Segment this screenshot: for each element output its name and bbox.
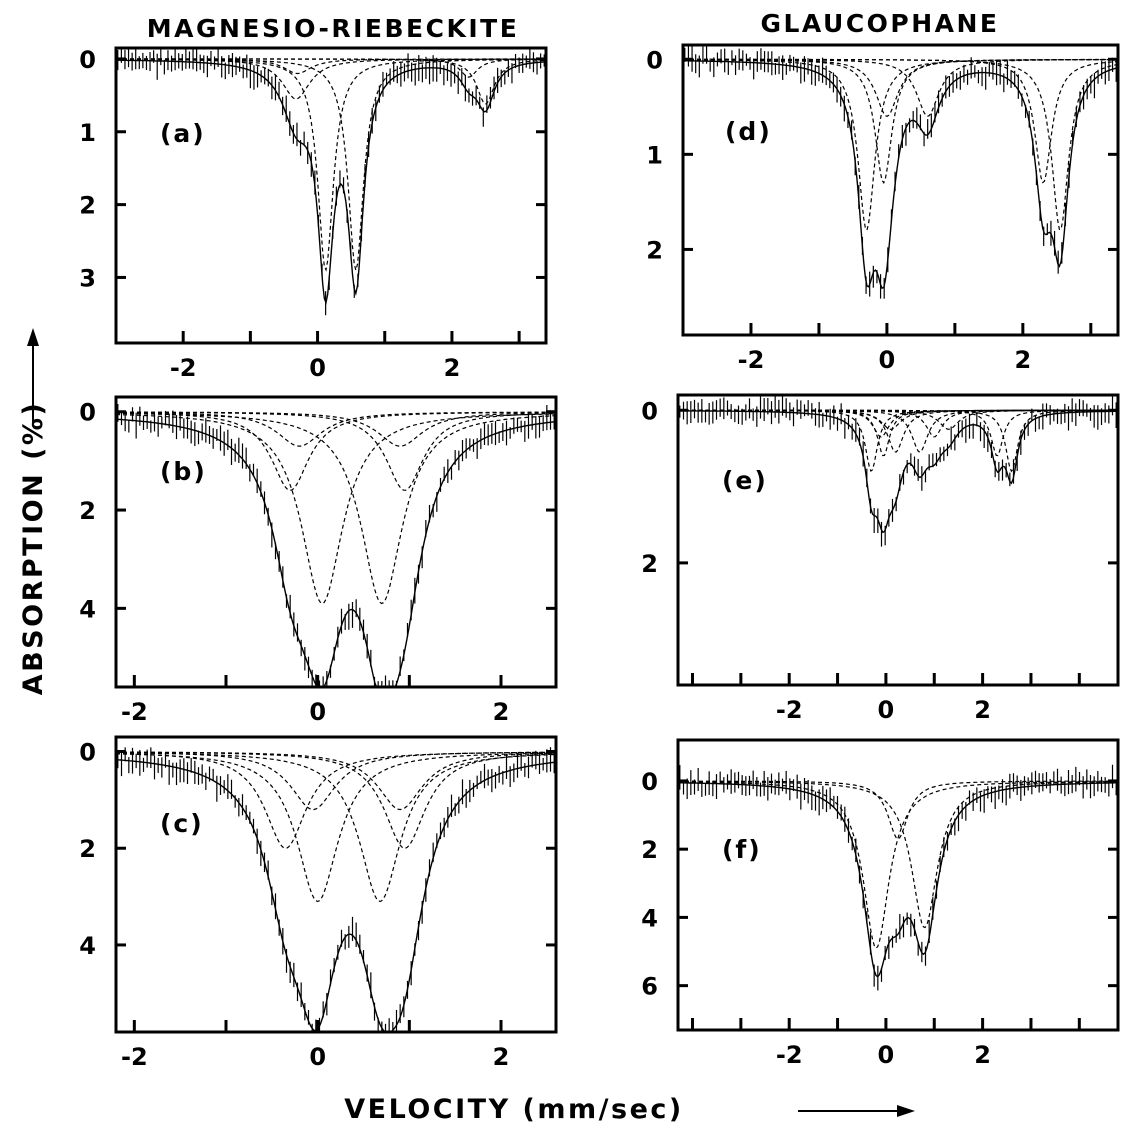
y-axis-title: ABSORPTION (%) — [18, 401, 49, 696]
panel-frame — [681, 43, 1120, 337]
x-tick-label: -2 — [121, 698, 148, 726]
panel-a: 0 1 2 3 -2 0 2 (a) — [79, 46, 548, 382]
x-tick-label: -2 — [776, 696, 803, 724]
component-curve-d — [116, 411, 556, 492]
y-tick-label: 2 — [79, 835, 96, 863]
y-tick-label: 4 — [641, 904, 658, 932]
component-curve-cp — [683, 58, 1118, 117]
panel-label-f: (f) — [722, 835, 762, 864]
x-tick-label: 2 — [1014, 346, 1031, 374]
component-curve-ap — [116, 58, 547, 105]
column-title-right: GLAUCOPHANE — [760, 9, 999, 38]
component-curve-dp — [678, 780, 1118, 929]
component-curve-d — [116, 751, 557, 849]
x-tick-label: 0 — [878, 1041, 895, 1069]
y-axis-arrow — [27, 328, 39, 425]
component-curve-cp — [116, 58, 547, 273]
fit-curve — [678, 410, 1118, 534]
component-curve-cp — [116, 412, 557, 605]
y-tick-label: 0 — [79, 46, 96, 74]
y-tick-label: 0 — [641, 397, 658, 425]
y-tick-label: 6 — [641, 973, 658, 1001]
fit-curve — [115, 418, 557, 688]
y-tick-label: 0 — [646, 46, 663, 74]
component-curve-c — [116, 413, 557, 605]
x-tick-label: 2 — [974, 1041, 991, 1069]
y-tick-label: 2 — [646, 236, 663, 264]
y-tick-label: 2 — [79, 192, 96, 220]
panel-c: 0 2 4 -2 0 2 (c) — [79, 735, 558, 1071]
panel-e: 0 2 -2 0 2 (e) — [641, 393, 1120, 724]
component-curve-e — [116, 411, 556, 447]
component-curve-e — [116, 751, 557, 811]
x-tick-label: 0 — [309, 698, 326, 726]
panel-label-d: (d) — [725, 117, 772, 146]
x-tick-label: 2 — [974, 696, 991, 724]
x-axis-title: VELOCITY (mm/sec) — [344, 1094, 683, 1125]
component-curve-e — [678, 409, 1118, 430]
x-tick-label: 2 — [444, 354, 461, 382]
component-curve-ap — [678, 409, 1119, 473]
y-tick-label: 4 — [79, 595, 96, 623]
component-curve-c — [678, 780, 1118, 840]
fit-curve — [115, 758, 557, 1033]
panel-label-c: (c) — [160, 809, 204, 838]
x-tick-label: 2 — [493, 1043, 510, 1071]
fit-curve — [683, 60, 1119, 290]
x-axis-arrow — [798, 1105, 915, 1117]
y-tick-label: 2 — [641, 550, 658, 578]
x-tick-label: 0 — [309, 354, 326, 382]
fit-curve — [678, 782, 1118, 978]
component-curve-ep — [678, 409, 1118, 430]
y-tick-label: 2 — [79, 497, 96, 525]
component-curve-c — [116, 58, 546, 272]
panel-label-a: (a) — [160, 119, 206, 148]
x-tick-label: 2 — [493, 698, 510, 726]
component-curve-c — [115, 752, 556, 903]
panel-label-b: (b) — [160, 457, 207, 486]
x-tick-label: 0 — [879, 346, 896, 374]
x-tick-label: -2 — [738, 346, 765, 374]
component-curve-c — [683, 58, 1118, 117]
component-curve-a — [677, 409, 1118, 472]
column-title-left: MAGNESIO-RIEBECKITE — [147, 14, 520, 43]
component-curve-ep — [116, 411, 556, 447]
y-tick-label: 1 — [79, 119, 96, 147]
component-curve-ep — [115, 751, 556, 811]
panel-b: 0 2 4 -2 0 2 (b) — [79, 395, 558, 726]
y-tick-label: 3 — [79, 264, 96, 292]
component-curve-d — [678, 781, 1119, 949]
y-tick-label: 4 — [79, 932, 96, 960]
x-tick-label: -2 — [121, 1043, 148, 1071]
x-tick-label: -2 — [776, 1041, 803, 1069]
y-tick-label: 0 — [641, 768, 658, 796]
panel-label-e: (e) — [722, 466, 768, 495]
y-tick-label: 0 — [79, 399, 96, 427]
x-tick-label: -2 — [170, 354, 197, 382]
panel-frame — [676, 738, 1120, 1032]
panel-frame — [114, 46, 548, 345]
panel-frame — [114, 735, 558, 1034]
x-tick-label: 0 — [878, 696, 895, 724]
panel-frame — [676, 393, 1120, 687]
x-tick-label: 0 — [309, 1043, 326, 1071]
panel-frame — [114, 395, 558, 689]
panel-f: 0 2 4 6 -2 0 2 (f) — [641, 738, 1120, 1069]
y-tick-label: 1 — [646, 141, 663, 169]
y-tick-label: 2 — [641, 836, 658, 864]
panel-d: 0 1 2 -2 0 2 (d) — [646, 43, 1120, 374]
fit-curve — [116, 59, 547, 305]
y-tick-label: 0 — [79, 739, 96, 767]
component-curve-a — [116, 58, 546, 100]
